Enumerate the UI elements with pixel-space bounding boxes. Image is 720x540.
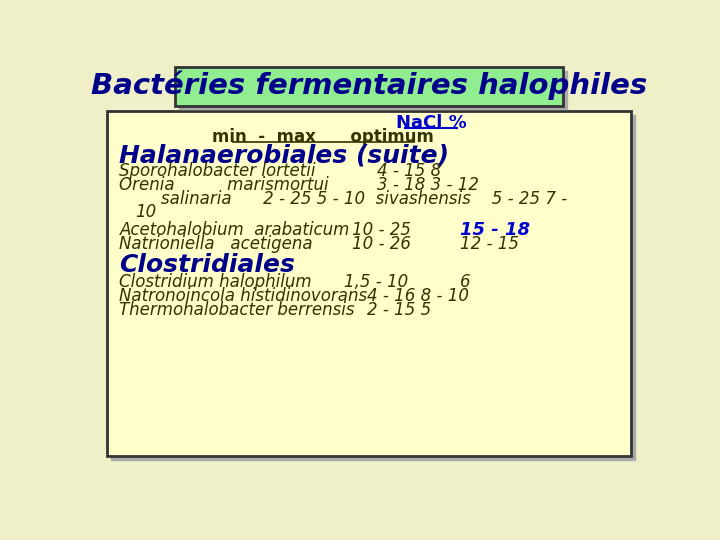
Text: Natronoincola histidinovorans: Natronoincola histidinovorans: [120, 287, 368, 305]
Text: NaCl %: NaCl %: [395, 114, 467, 132]
FancyBboxPatch shape: [179, 71, 567, 110]
Text: 4 - 16 8 - 10: 4 - 16 8 - 10: [367, 287, 469, 305]
Text: 2 - 15 5: 2 - 15 5: [367, 301, 432, 319]
Text: 10 - 25: 10 - 25: [352, 221, 411, 239]
Text: salinaria      2 - 25 5 - 10  sivashensis    5 - 25 7 -: salinaria 2 - 25 5 - 10 sivashensis 5 - …: [120, 190, 567, 208]
Text: Bactéries fermentaires halophiles: Bactéries fermentaires halophiles: [91, 71, 647, 100]
Text: Sporohalobacter lortetii: Sporohalobacter lortetii: [120, 162, 316, 180]
Text: Halanaerobiales (suite): Halanaerobiales (suite): [120, 144, 449, 167]
Text: 1,5 - 10: 1,5 - 10: [344, 273, 408, 291]
Text: 12 - 15: 12 - 15: [461, 235, 519, 253]
Text: Natrioniella   acetigena: Natrioniella acetigena: [120, 235, 313, 253]
Text: Orenia          marismortui: Orenia marismortui: [120, 176, 329, 194]
FancyBboxPatch shape: [107, 111, 631, 456]
Text: 15 - 18: 15 - 18: [461, 221, 531, 239]
Text: 6: 6: [461, 273, 471, 291]
FancyBboxPatch shape: [111, 115, 635, 460]
Text: Clostridiales: Clostridiales: [120, 253, 295, 277]
Text: Thermohalobacter berrensis: Thermohalobacter berrensis: [120, 301, 355, 319]
Text: min  -  max      optimum: min - max optimum: [212, 128, 433, 146]
Text: 3 - 18 3 - 12: 3 - 18 3 - 12: [377, 176, 479, 194]
Text: 4 - 15 8: 4 - 15 8: [377, 162, 441, 180]
Text: Clostridium halophilum: Clostridium halophilum: [120, 273, 312, 291]
FancyBboxPatch shape: [175, 67, 563, 106]
Text: 10 - 26: 10 - 26: [352, 235, 411, 253]
Text: Acetohalobium  arabaticum: Acetohalobium arabaticum: [120, 221, 350, 239]
Text: 10: 10: [135, 203, 156, 221]
